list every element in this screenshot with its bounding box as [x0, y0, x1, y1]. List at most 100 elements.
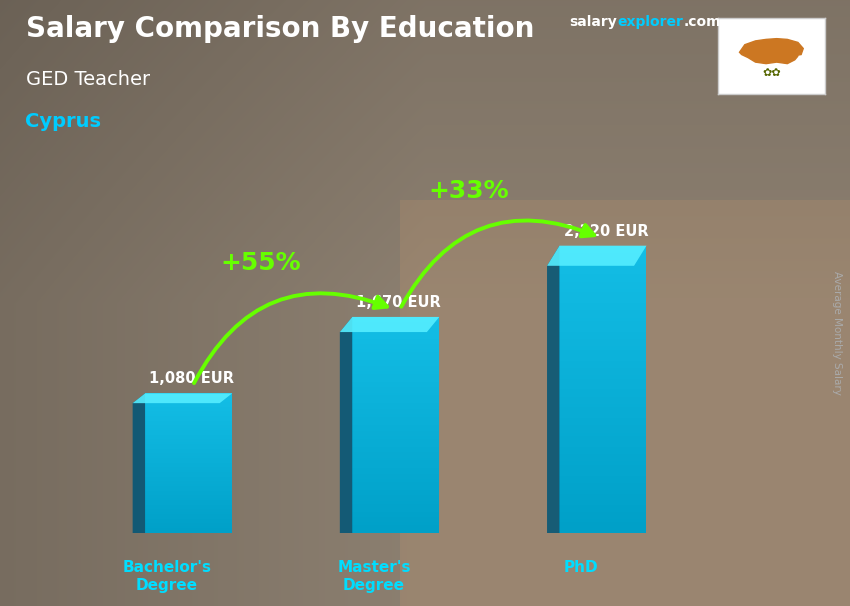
Bar — [559, 303, 647, 307]
Bar — [145, 442, 232, 444]
Bar — [145, 526, 232, 528]
Bar — [145, 478, 232, 479]
Bar — [559, 487, 647, 490]
Bar — [352, 330, 439, 333]
Bar — [352, 319, 439, 322]
Text: 1,670 EUR: 1,670 EUR — [356, 295, 441, 310]
Text: .com: .com — [683, 15, 721, 29]
Polygon shape — [133, 393, 232, 403]
Bar — [352, 344, 439, 347]
Bar — [352, 428, 439, 430]
Bar — [145, 472, 232, 474]
Bar — [145, 448, 232, 449]
Bar — [559, 353, 647, 357]
Bar — [559, 515, 647, 519]
Bar — [145, 401, 232, 402]
Bar — [352, 511, 439, 514]
Bar — [145, 504, 232, 505]
Bar — [352, 522, 439, 525]
Bar — [145, 514, 232, 516]
Bar — [559, 264, 647, 267]
Bar — [145, 482, 232, 484]
Bar — [559, 444, 647, 447]
Bar — [145, 446, 232, 448]
Polygon shape — [133, 393, 145, 533]
Bar — [352, 398, 439, 401]
Bar — [352, 374, 439, 376]
Bar — [559, 332, 647, 336]
Bar — [352, 517, 439, 520]
Bar — [145, 430, 232, 432]
Bar — [352, 509, 439, 511]
Bar — [145, 433, 232, 435]
Bar — [559, 458, 647, 461]
Bar — [145, 525, 232, 526]
Bar — [352, 322, 439, 325]
Bar — [559, 321, 647, 325]
Bar — [145, 415, 232, 416]
Bar — [559, 245, 647, 249]
Bar — [559, 447, 647, 451]
Bar — [352, 528, 439, 531]
Bar — [145, 458, 232, 460]
Bar — [559, 429, 647, 433]
Bar — [145, 393, 232, 395]
Bar — [559, 267, 647, 271]
Bar — [352, 447, 439, 450]
Bar — [559, 479, 647, 483]
Bar — [559, 307, 647, 310]
Bar — [559, 490, 647, 494]
Text: ✿✿: ✿✿ — [762, 68, 781, 78]
Bar — [352, 452, 439, 455]
Bar — [352, 479, 439, 482]
Bar — [145, 519, 232, 521]
Bar — [352, 482, 439, 485]
Bar — [145, 405, 232, 407]
Bar — [145, 454, 232, 456]
Bar — [559, 404, 647, 407]
Bar — [559, 501, 647, 505]
Bar — [352, 415, 439, 417]
Bar — [145, 418, 232, 419]
Bar — [145, 439, 232, 441]
Bar — [352, 317, 439, 319]
Bar — [145, 427, 232, 428]
Bar — [145, 437, 232, 439]
Bar — [559, 325, 647, 328]
Bar — [352, 339, 439, 341]
Bar — [352, 439, 439, 441]
Bar — [145, 395, 232, 397]
Bar — [352, 468, 439, 471]
Bar — [145, 456, 232, 458]
Bar — [352, 465, 439, 468]
Bar — [352, 490, 439, 493]
Bar — [145, 509, 232, 510]
Bar — [145, 432, 232, 433]
Bar — [352, 404, 439, 406]
Bar — [352, 409, 439, 411]
Bar — [559, 494, 647, 498]
Bar — [559, 522, 647, 526]
Bar — [559, 483, 647, 487]
Bar — [352, 458, 439, 461]
Bar — [352, 406, 439, 409]
Polygon shape — [340, 317, 439, 332]
Bar — [559, 468, 647, 472]
Bar — [352, 358, 439, 360]
Bar — [352, 328, 439, 330]
Bar — [145, 399, 232, 401]
Bar — [145, 531, 232, 533]
Bar — [559, 382, 647, 386]
Bar — [352, 365, 439, 368]
Bar — [559, 285, 647, 289]
Bar — [145, 507, 232, 509]
Polygon shape — [547, 245, 559, 533]
Bar — [559, 271, 647, 275]
Bar — [352, 379, 439, 382]
Polygon shape — [740, 39, 803, 64]
Bar — [352, 387, 439, 390]
Bar — [559, 350, 647, 353]
Bar — [559, 415, 647, 418]
Bar — [559, 411, 647, 415]
Bar — [352, 506, 439, 509]
